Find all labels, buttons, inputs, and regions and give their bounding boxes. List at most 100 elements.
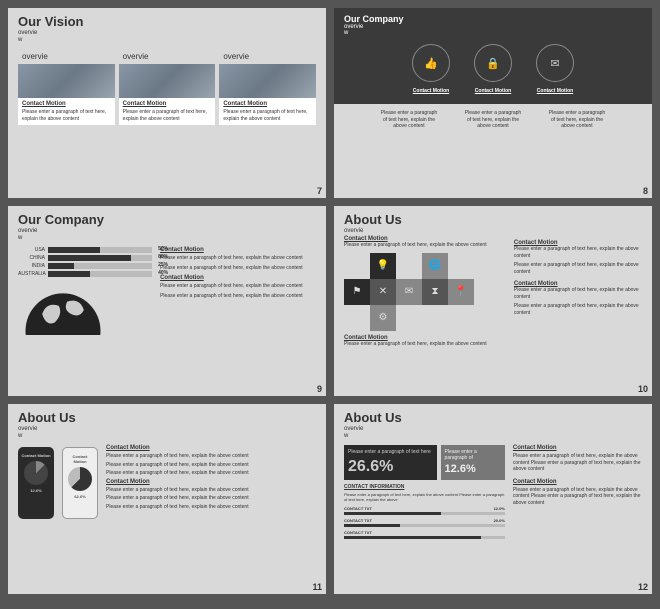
icon-circles: 👍 🔒 ✉ (344, 44, 642, 82)
title: Our Company (344, 14, 642, 24)
content: USA50% CHINA80% INDIA25% AUSTRALIA40% Co… (8, 243, 326, 337)
subtitle2: w (344, 30, 642, 36)
stat-box: Please enter a paragraph of text here26.… (344, 445, 437, 480)
label: Contact Motion (474, 88, 512, 94)
title: Our Company (18, 212, 316, 227)
bar-pct: 50% (158, 246, 168, 252)
chart-area: USA50% CHINA80% INDIA25% AUSTRALIA40% (18, 243, 152, 337)
progress-bar: CONTACT TXT12.0% (344, 506, 505, 515)
card-image (119, 64, 216, 98)
bar-pct: 25% (158, 262, 168, 268)
header: About Us overvie w (8, 404, 326, 441)
header: About Us overvie (334, 206, 652, 236)
pb-label: CONTACT TXT (344, 530, 372, 535)
card: overvieContact MotionPlease enter a para… (18, 49, 115, 125)
slide-number: 8 (643, 186, 648, 196)
phone-title: Contact Motion (66, 454, 94, 464)
hourglass-icon: ⧗ (422, 279, 448, 305)
text: Please enter a paragraph of text here, e… (106, 495, 316, 502)
text: Please enter a paragraph of text here, e… (106, 462, 316, 469)
thumbs-up-icon: 👍 (412, 44, 450, 82)
text-area: Contact Motion Please enter a paragraph … (514, 236, 642, 350)
text: Please enter a paragraph of text here, e… (514, 262, 642, 275)
phone-pct: 12.6% (21, 488, 51, 493)
text-area: Contact Motion Please enter a paragraph … (160, 243, 316, 337)
tools-icon: ✕ (370, 279, 396, 305)
text-area: Contact Motion Please enter a paragraph … (513, 441, 642, 542)
text: Please enter a paragraph of text here, e… (513, 487, 642, 507)
box-text: Please enter a paragraph of (445, 449, 477, 461)
subtitle2: w (18, 235, 316, 241)
flag-icon: ⚑ (344, 279, 370, 305)
label: Contact Motion (536, 88, 574, 94)
label: Contact Motion (412, 88, 450, 94)
bar-row: INDIA25% (18, 263, 152, 269)
text: Please enter a paragraph of text here, e… (106, 487, 316, 494)
slide-number: 12 (638, 582, 648, 592)
text: Please enter a paragraph of text here, e… (344, 341, 508, 348)
subtitle2: w (18, 37, 316, 43)
slide-9: Our Company overvie w USA50% CHINA80% IN… (8, 206, 326, 396)
ci-text: Please enter a paragraph of text here, e… (344, 492, 505, 502)
card-image (18, 64, 115, 98)
card-text: Please enter a paragraph of text here, e… (123, 109, 212, 122)
heading: Contact Motion (106, 479, 316, 485)
text: Please enter a paragraph of text here, e… (513, 453, 642, 473)
header: About Us overvie w (334, 404, 652, 441)
subtitle: overvie (344, 228, 642, 234)
stat-box: Please enter a paragraph of12.6% (441, 445, 505, 480)
text: Please enter a paragraph of text here, e… (160, 283, 316, 290)
slide-number: 11 (312, 582, 322, 592)
title: About Us (18, 410, 316, 425)
ci-heading: CONTACT INFORMATION (344, 484, 505, 490)
slide-number: 10 (638, 384, 648, 394)
text: Please enter a paragraph of text here, e… (106, 470, 316, 477)
pb-label: CONTACT TXT (344, 518, 372, 523)
card: overvieContact MotionPlease enter a para… (219, 49, 316, 125)
bar-row: CHINA80% (18, 255, 152, 261)
title: About Us (344, 212, 642, 227)
heading: Contact Motion (160, 275, 316, 281)
phone-title: Contact Motion (21, 453, 51, 458)
card-text: Please enter a paragraph of text here, e… (22, 109, 111, 122)
circle-labels: Contact Motion Contact Motion Contact Mo… (344, 88, 642, 94)
contact-info: CONTACT INFORMATION Please enter a parag… (344, 484, 505, 538)
slide-12: About Us overvie w Please enter a paragr… (334, 404, 652, 594)
mail-icon: ✉ (396, 279, 422, 305)
text: Please enter a paragraph of text here, e… (106, 453, 316, 460)
title: About Us (344, 410, 642, 425)
left-area: Please enter a paragraph of text here26.… (344, 441, 505, 542)
progress-bar: CONTACT TXT20.0% (344, 518, 505, 527)
text: Please enter a paragraph of text here, e… (160, 293, 316, 300)
heading: Contact Motion (513, 479, 642, 485)
subtitle: overvie (344, 426, 642, 432)
slide-7: Our Vision overvie w overvieContact Moti… (8, 8, 326, 198)
text: Please enter a paragraph of text here, e… (463, 110, 523, 130)
title: Our Vision (18, 14, 316, 29)
text-area: Contact Motion Please enter a paragraph … (106, 441, 316, 519)
text: Please enter a paragraph of text here, e… (514, 303, 642, 316)
card-label: overvie (119, 49, 216, 64)
bar-label: CHINA (18, 255, 48, 261)
heading: Contact Motion (513, 445, 642, 451)
phone-dark: Contact Motion 12.6% (18, 447, 54, 519)
content: Please enter a paragraph of text here26.… (334, 441, 652, 542)
text: Please enter a paragraph of text here, e… (344, 242, 508, 249)
globe-icon: 🌐 (422, 253, 448, 279)
phone-pct: 62.6% (66, 494, 94, 499)
phone-light: Contact Motion 62.6% (62, 447, 98, 519)
bar-pct: 40% (158, 270, 168, 276)
heading: Contact Motion (160, 247, 316, 253)
card: overvieContact MotionPlease enter a para… (119, 49, 216, 125)
bar-chart: USA50% CHINA80% INDIA25% AUSTRALIA40% (18, 247, 152, 277)
bulb-icon: 💡 (370, 253, 396, 279)
bar-row: AUSTRALIA40% (18, 271, 152, 277)
slide-grid: Our Vision overvie w overvieContact Moti… (8, 8, 652, 594)
heading: Contact Motion (106, 445, 316, 451)
card-text: Please enter a paragraph of text here, e… (223, 109, 312, 122)
content: Contact Motion 12.6% Contact Motion 62.6… (8, 441, 326, 519)
bar-label: USA (18, 247, 48, 253)
subtitle2: w (18, 433, 316, 439)
text: Please enter a paragraph of text here, e… (160, 265, 316, 272)
progress-bar: CONTACT TXT (344, 530, 505, 539)
